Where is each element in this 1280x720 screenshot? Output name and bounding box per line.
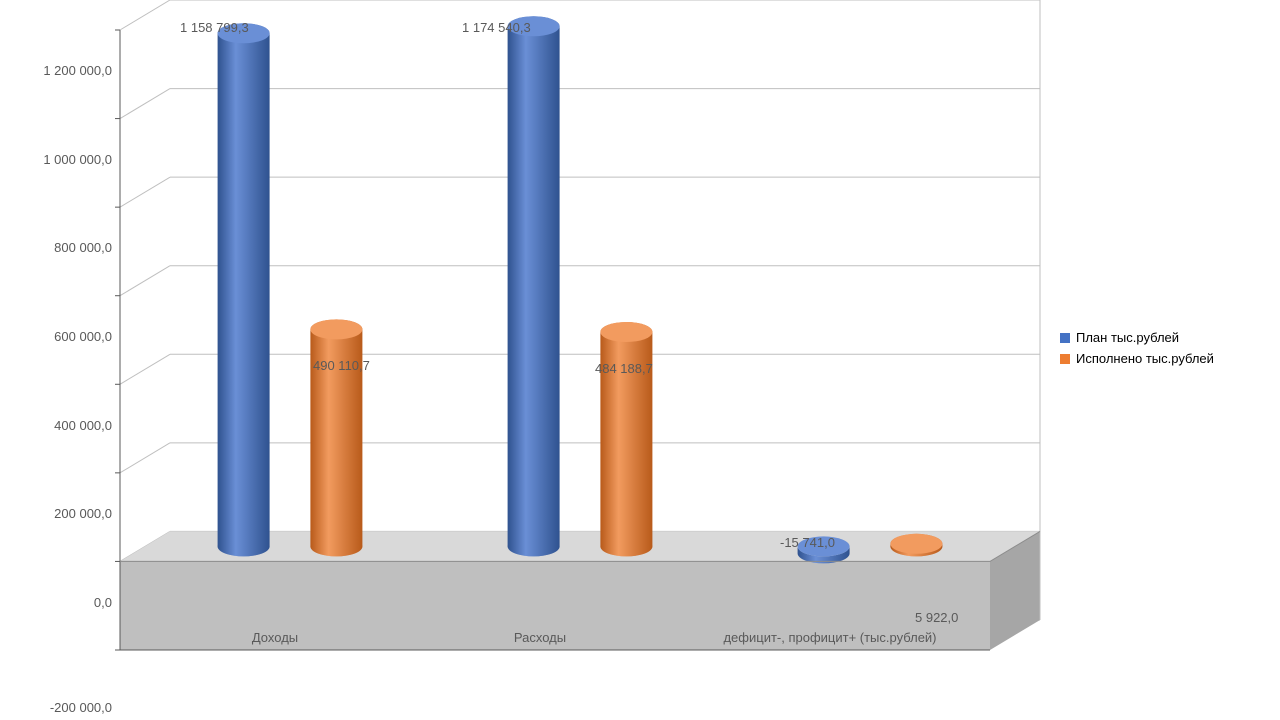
legend-swatch	[1060, 333, 1070, 343]
y-tick-label: 1 200 000,0	[43, 63, 112, 78]
data-label: -15 741,0	[780, 535, 835, 550]
legend-label: Исполнено тыс.рублей	[1076, 351, 1214, 366]
y-tick-label: 800 000,0	[54, 240, 112, 255]
y-tick-label: 200 000,0	[54, 506, 112, 521]
category-label: Расходы	[480, 630, 600, 645]
y-tick-label: 600 000,0	[54, 329, 112, 344]
legend: План тыс.рублей Исполнено тыс.рублей	[1060, 330, 1214, 372]
legend-item-plan: План тыс.рублей	[1060, 330, 1214, 345]
y-tick-label: 0,0	[94, 595, 112, 610]
y-tick-label: 400 000,0	[54, 418, 112, 433]
data-label: 1 158 799,3	[180, 20, 249, 35]
category-label: Доходы	[215, 630, 335, 645]
category-label: дефицит-, профицит+ (тыс.рублей)	[720, 630, 940, 645]
data-label: 1 174 540,3	[462, 20, 531, 35]
data-label: 490 110,7	[313, 358, 370, 373]
legend-label: План тыс.рублей	[1076, 330, 1179, 345]
legend-item-executed: Исполнено тыс.рублей	[1060, 351, 1214, 366]
y-tick-label: 1 000 000,0	[43, 152, 112, 167]
y-tick-label: -200 000,0	[50, 700, 112, 715]
budget-chart: -200 000,0 0,0 200 000,0 400 000,0 600 0…	[0, 0, 1280, 720]
legend-swatch	[1060, 354, 1070, 364]
data-label: 484 188,7	[595, 361, 653, 376]
data-label: 5 922,0	[915, 610, 958, 625]
